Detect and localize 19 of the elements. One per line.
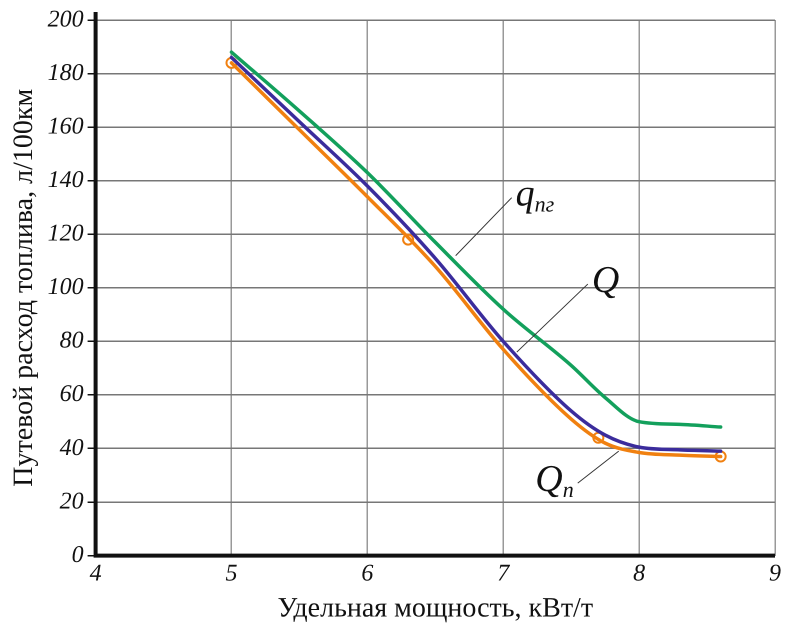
x-tick-label: 4 bbox=[90, 560, 102, 586]
x-axis-title: Удельная мощность, кВт/т bbox=[278, 592, 594, 624]
y-tick-label: 60 bbox=[60, 381, 84, 408]
y-tick-label: 120 bbox=[48, 220, 84, 247]
x-tick-label: 6 bbox=[361, 560, 374, 586]
y-axis-title: Путевой расход топлива, л/100км bbox=[8, 88, 40, 487]
y-tick-label: 40 bbox=[60, 434, 84, 461]
y-tick-label: 100 bbox=[48, 274, 84, 300]
x-tick-label: 9 bbox=[769, 560, 781, 586]
y-tick-label: 0 bbox=[72, 542, 84, 568]
y-tick-label: 180 bbox=[48, 60, 84, 86]
x-tick-label: 5 bbox=[225, 560, 238, 586]
x-tick-label: 8 bbox=[633, 560, 646, 586]
x-tick-label: 7 bbox=[497, 560, 510, 586]
y-tick-label: 140 bbox=[48, 166, 84, 193]
y-tick-label: 20 bbox=[60, 488, 84, 514]
y-tick-label: 80 bbox=[60, 328, 84, 354]
y-tick-label: 200 bbox=[48, 6, 84, 32]
y-tick-label: 160 bbox=[48, 113, 84, 140]
